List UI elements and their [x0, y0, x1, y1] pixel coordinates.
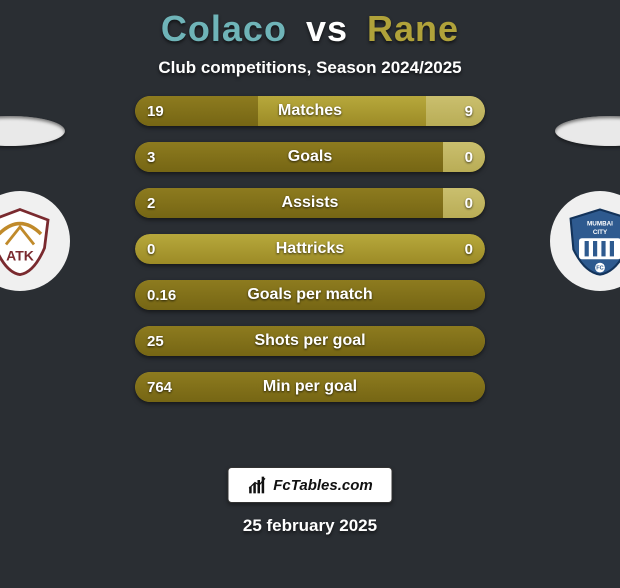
player1-portrait-placeholder	[0, 116, 65, 146]
stat-bar: 25Shots per goal	[135, 326, 485, 356]
comparison-title: Colaco vs Rane	[0, 8, 620, 50]
subtitle: Club competitions, Season 2024/2025	[0, 58, 620, 78]
svg-text:FC: FC	[596, 266, 603, 272]
stat-bars: 199Matches 30Goals 20Assists 00Hattricks 0.1…	[135, 96, 485, 418]
vs-label: vs	[306, 8, 348, 49]
stat-bar: 0.16Goals per match	[135, 280, 485, 310]
stat-bar: 00Hattricks	[135, 234, 485, 264]
brand-badge: FcTables.com	[228, 467, 393, 503]
atk-crest-icon: ATK	[0, 206, 55, 276]
mumbai-city-crest-icon: MUMBAI CITY FC	[565, 206, 620, 276]
player1-name: Colaco	[161, 8, 287, 49]
bar-fill-left	[135, 326, 485, 356]
player2-club-crest: MUMBAI CITY FC	[550, 191, 620, 291]
bar-fill-left	[135, 142, 485, 172]
svg-text:MUMBAI: MUMBAI	[587, 221, 613, 228]
stat-bar: 20Assists	[135, 188, 485, 218]
footer-date: 25 february 2025	[0, 516, 620, 536]
svg-text:ATK: ATK	[6, 248, 34, 264]
bar-fill-left	[135, 372, 485, 402]
chart-icon	[247, 475, 267, 495]
bar-fill-left	[135, 96, 258, 126]
stat-bar: 30Goals	[135, 142, 485, 172]
svg-text:CITY: CITY	[593, 229, 608, 236]
bar-track	[135, 234, 485, 264]
player2-name: Rane	[367, 8, 459, 49]
player2-portrait-placeholder	[555, 116, 620, 146]
player1-club-crest: ATK	[0, 191, 70, 291]
stat-bar: 199Matches	[135, 96, 485, 126]
bar-fill-right	[443, 188, 485, 218]
bar-fill-left	[135, 188, 485, 218]
bar-fill-left	[135, 280, 485, 310]
bar-fill-right	[426, 96, 486, 126]
stat-bar: 764Min per goal	[135, 372, 485, 402]
brand-name: FcTables.com	[273, 477, 372, 494]
bar-fill-right	[443, 142, 485, 172]
